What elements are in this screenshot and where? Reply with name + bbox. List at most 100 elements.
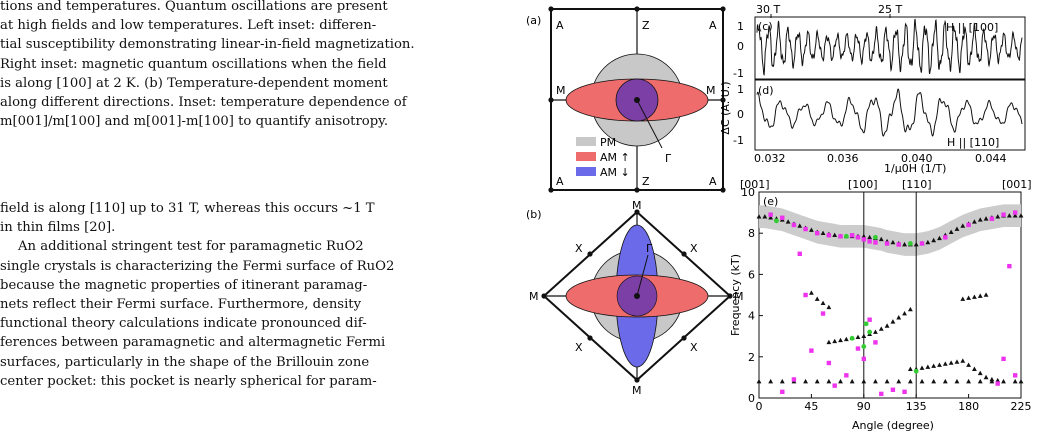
m-point — [548, 97, 554, 103]
data-point-triangle — [843, 336, 849, 342]
m-point — [727, 293, 733, 299]
panel-c-label: (c) — [758, 20, 773, 33]
y-tick-label: 10 — [741, 186, 755, 199]
data-point-circle — [867, 329, 873, 335]
direction-label: [100] — [848, 178, 878, 191]
data-point-square — [826, 360, 832, 366]
data-point-triangle — [902, 241, 907, 247]
data-point-circle — [873, 234, 878, 240]
data-point-square — [803, 226, 808, 232]
axis-ticks: 0 45 90 135 180 225 0 2 4 6 8 10 — [741, 186, 1032, 413]
label-gamma: Γ — [646, 242, 653, 255]
panel-d-label: (d) — [758, 84, 774, 97]
x-tick-label: 0.044 — [975, 152, 1007, 165]
x-point — [681, 335, 687, 341]
direction-label: [110] — [902, 178, 932, 191]
figure-caption: tions and temperatures. Quantum oscillat… — [0, 0, 495, 131]
legend-label: AM ↑ — [600, 151, 630, 164]
a-point — [548, 6, 554, 12]
x-point — [681, 251, 687, 257]
data-point-triangle — [832, 338, 838, 344]
label-x: X — [575, 242, 583, 255]
data-point-triangle — [960, 296, 966, 301]
gamma-pointer — [636, 99, 663, 149]
data-point-triangle — [954, 378, 960, 384]
data-point-square — [902, 389, 907, 395]
data-point-triangle — [977, 293, 983, 298]
caption-line: tions and temperatures. Quantum oscillat… — [0, 0, 388, 14]
body-line: field is along [110] up to 31 T, whereas… — [0, 201, 375, 216]
data-point-circle — [863, 321, 869, 327]
data-point-triangle — [954, 359, 960, 364]
data-point-triangle — [861, 233, 867, 239]
data-point-triangle — [1018, 378, 1024, 384]
data-point-square — [873, 240, 878, 245]
body-line: An additional stringent test for paramag… — [18, 239, 364, 255]
x-axis-label: 1/μ0H (1/T) — [884, 162, 946, 175]
panel-c: 30 T 25 T (c) H || [100] 1 0 -1 — [733, 3, 1026, 80]
data-points — [756, 210, 1024, 397]
data-point-square — [797, 251, 802, 256]
data-point-square — [867, 317, 872, 322]
panel-a: (a) A A A A Z Z M M Γ PM AM ↑ AM ↓ — [526, 6, 726, 193]
body-line: because the magnetic properties of itine… — [0, 277, 368, 293]
x-tick-label: 180 — [958, 400, 979, 413]
data-point-square — [855, 346, 861, 351]
data-point-square — [890, 387, 896, 392]
data-point-triangle — [983, 216, 989, 221]
data-point-triangle — [972, 294, 977, 299]
body-line: in thin films [20]. — [0, 220, 116, 236]
data-point-circle — [849, 335, 855, 341]
label-m: M — [706, 84, 716, 97]
data-point-triangle — [937, 362, 942, 367]
data-point-triangle — [861, 333, 867, 338]
data-point-triangle — [861, 378, 867, 384]
data-point-square — [1012, 210, 1018, 215]
x-tick-label: 0 — [756, 400, 763, 413]
data-point-triangle — [907, 378, 913, 384]
data-point-square — [768, 212, 773, 217]
data-point-triangle — [809, 227, 814, 232]
x-tick-label: 135 — [906, 400, 927, 413]
y-tick-label: 2 — [748, 351, 755, 364]
data-point-triangle — [768, 215, 774, 220]
alpha-band — [759, 204, 1021, 256]
data-point-square — [884, 241, 890, 246]
data-point-triangle — [983, 292, 989, 297]
x-axis-label: Angle (degree) — [852, 419, 934, 432]
legend-label: AM ↓ — [600, 166, 630, 179]
data-point-square — [803, 292, 808, 298]
data-point-square — [966, 222, 971, 228]
y-tick-label: 0 — [737, 108, 744, 121]
data-point-square — [849, 233, 855, 238]
gamma-pointer — [636, 254, 649, 297]
x-tick-label: 90 — [857, 400, 871, 413]
legend-swatch-am-up — [576, 152, 596, 161]
data-point-circle — [861, 344, 867, 349]
data-point-triangle — [826, 378, 832, 384]
data-point-triangle — [942, 378, 948, 384]
data-point-triangle — [948, 229, 954, 234]
data-point-square — [791, 222, 797, 228]
label-m: M — [529, 290, 539, 303]
field-label: 25 T — [878, 3, 902, 16]
panel-d: (d) H || [110] 1 0 -1 ΔC (A. U.) 0.032 0… — [719, 79, 1026, 175]
data-point-triangle — [913, 241, 919, 247]
data-point-square — [861, 356, 866, 362]
label-x: X — [690, 341, 698, 354]
data-point-triangle — [972, 219, 977, 224]
data-point-circle — [843, 233, 849, 239]
panel-e: [001] [100] [110] [001] 0 45 90 135 180 225 0 2… — [729, 178, 1032, 432]
data-point-triangle — [977, 370, 983, 376]
m-point — [634, 377, 640, 383]
data-point-square — [832, 383, 837, 388]
direction-label: [001] — [1002, 178, 1032, 191]
plot-frame — [754, 79, 1026, 151]
data-point-triangle — [948, 360, 954, 365]
data-point-square — [780, 215, 785, 220]
label-a: A — [556, 19, 564, 32]
legend-label: PM — [600, 136, 616, 149]
data-point-triangle — [983, 374, 989, 380]
data-point-triangle — [896, 315, 902, 320]
